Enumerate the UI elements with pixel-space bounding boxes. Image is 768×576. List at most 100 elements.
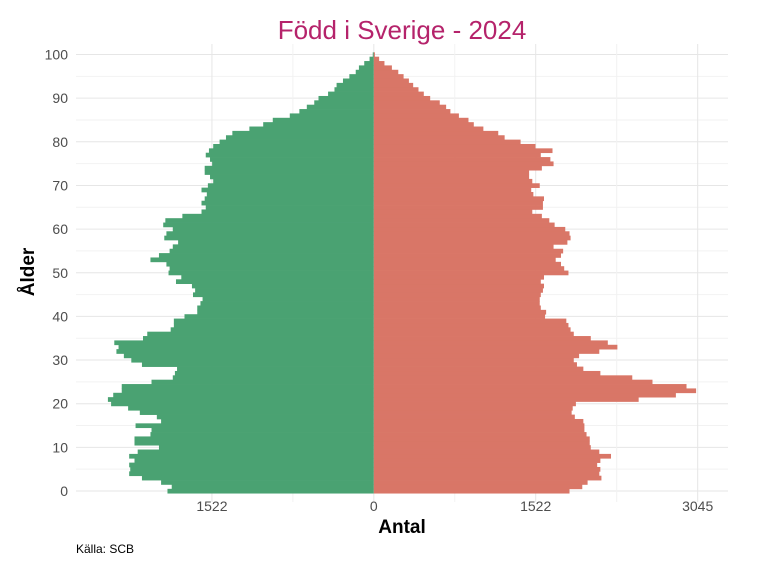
bar-left-age-17	[156, 414, 374, 420]
bar-left-age-46	[195, 288, 374, 293]
bar-left-age-75	[212, 161, 374, 167]
bar-right-age-99	[373, 56, 380, 62]
bar-right-age-23	[373, 388, 697, 394]
x-tick-label: 1522	[196, 498, 227, 514]
bar-left-age-35	[143, 336, 374, 341]
x-axis-title: Antal	[378, 517, 426, 538]
bar-left-age-86	[289, 113, 374, 119]
bar-right-age-11	[373, 440, 590, 446]
bar-left-age-78	[208, 148, 374, 154]
y-tick-label: 70	[52, 177, 68, 193]
bar-left-age-80	[219, 139, 374, 145]
bar-left-age-21	[107, 397, 374, 402]
bar-left-age-54	[158, 253, 374, 258]
bar-left-age-62	[165, 218, 374, 223]
bar-left-age-92	[334, 87, 374, 92]
bar-left-age-61	[163, 222, 374, 228]
bar-right-age-62	[373, 218, 550, 223]
y-tick-label: 0	[60, 483, 68, 499]
bar-right-age-29	[373, 362, 577, 367]
y-axis-title: Ålder	[18, 247, 39, 296]
bar-right-age-55	[373, 248, 564, 254]
bar-right-age-12	[373, 436, 590, 442]
bar-right-age-8	[373, 453, 612, 459]
bar-left-age-84	[263, 122, 374, 127]
bar-right-age-48	[373, 279, 541, 285]
bar-right-age-38	[373, 322, 569, 328]
bar-left-age-89	[314, 100, 374, 106]
y-tick-label: 20	[52, 396, 68, 412]
bar-right-age-45	[373, 292, 541, 298]
bar-right-age-83	[373, 126, 484, 132]
bar-right-age-74	[373, 165, 542, 171]
bar-left-age-31	[123, 353, 374, 359]
bar-left-age-0	[167, 488, 374, 494]
bar-right-age-31	[373, 353, 580, 359]
bar-right-age-70	[373, 183, 540, 188]
bar-right-age-79	[373, 143, 536, 149]
bar-right-age-33	[373, 344, 618, 350]
bar-right-age-4	[373, 471, 600, 477]
bar-right-age-91	[373, 91, 424, 97]
bar-right-age-37	[373, 327, 571, 333]
bar-right-age-2	[373, 480, 588, 485]
bar-right-age-5	[373, 466, 601, 472]
bar-left-age-53	[150, 257, 374, 263]
bar-left-age-50	[168, 270, 374, 276]
bar-right-age-94	[373, 78, 409, 84]
bar-right-age-59	[373, 231, 570, 236]
bar-right-age-63	[373, 213, 542, 219]
bar-right-age-96	[373, 69, 399, 75]
bar-right-age-53	[373, 257, 556, 263]
bar-right-age-43	[373, 301, 540, 306]
bar-right-age-86	[373, 113, 459, 119]
bar-right-age-58	[373, 235, 571, 241]
bar-left-age-42	[197, 305, 374, 311]
bar-left-age-2	[161, 480, 374, 485]
bar-right-age-7	[373, 458, 601, 463]
bar-right-age-36	[373, 331, 574, 337]
bar-left-age-29	[141, 362, 374, 367]
bar-right-age-16	[373, 418, 584, 424]
bar-right-age-65	[373, 205, 543, 210]
bar-right-age-82	[373, 130, 499, 136]
bar-left-age-14	[151, 427, 374, 433]
bar-left-age-33	[118, 344, 374, 350]
bar-left-age-22	[113, 392, 374, 398]
bar-left-age-5	[130, 466, 374, 472]
bar-left-age-45	[192, 292, 374, 298]
bar-left-age-23	[121, 388, 374, 394]
bar-left-age-60	[172, 226, 374, 232]
bar-left-age-7	[134, 458, 374, 463]
bar-left-age-87	[299, 109, 374, 114]
bar-left-age-94	[342, 78, 374, 84]
bar-right-age-73	[373, 170, 530, 175]
bar-left-age-38	[173, 322, 374, 328]
bar-left-age-11	[134, 440, 374, 446]
bar-left-age-19	[128, 405, 374, 411]
x-tick-label: 3045	[682, 498, 713, 514]
bar-left-age-70	[207, 183, 374, 188]
bar-left-age-43	[200, 301, 374, 306]
bar-right-age-40	[373, 314, 546, 319]
bar-right-age-90	[373, 95, 431, 101]
bar-right-age-69	[373, 187, 532, 193]
bar-right-age-26	[373, 375, 633, 381]
bar-left-age-74	[204, 165, 374, 171]
bar-right-age-50	[373, 270, 569, 276]
bar-right-age-27	[373, 370, 601, 376]
y-tick-label: 30	[52, 352, 68, 368]
bar-right-age-68	[373, 191, 534, 197]
bar-right-age-51	[373, 266, 565, 271]
bar-left-age-99	[369, 56, 374, 62]
bar-left-age-76	[210, 157, 374, 162]
bar-left-age-6	[129, 462, 374, 468]
chart-title: Född i Sverige - 2024	[278, 15, 527, 45]
bar-left-age-67	[204, 196, 374, 202]
bar-right-age-95	[373, 74, 404, 79]
bar-right-age-14	[373, 427, 585, 433]
bar-right-age-52	[373, 261, 562, 267]
y-axis-ticks: 0 10 20 30 40 50 60 70 80 90 100	[45, 47, 69, 500]
